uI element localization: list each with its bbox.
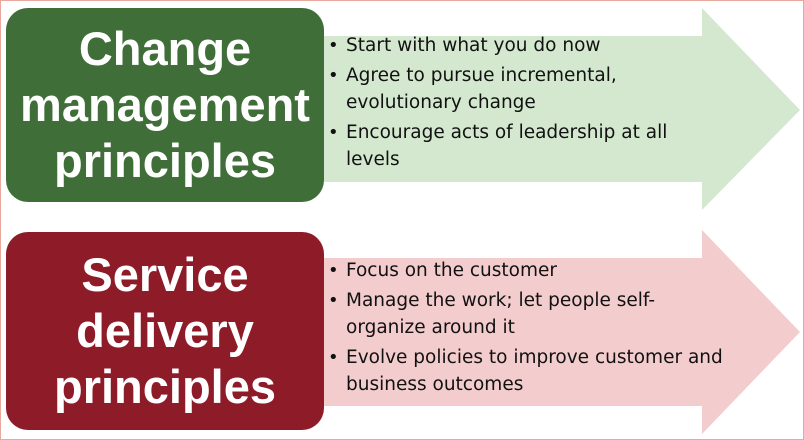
title-line: principles: [53, 134, 276, 187]
service-delivery-title-box: Service delivery principles: [6, 232, 324, 430]
bullet-item: Focus on the customer: [328, 257, 723, 284]
bullet-item: Manage the work; let people self-organiz…: [328, 287, 723, 341]
bullet-item: Start with what you do now: [328, 32, 718, 59]
title-line: Service: [81, 248, 249, 301]
bullet-item: Agree to pursue incremental, evolutionar…: [328, 62, 718, 116]
bullet-item: Encourage acts of leadership at all leve…: [328, 119, 718, 173]
change-management-title-box: Change management principles: [6, 8, 324, 202]
bullet-item: Evolve policies to improve customer and …: [328, 344, 723, 398]
title-line: delivery: [76, 304, 254, 357]
service-delivery-bullet-list: Focus on the customer Manage the work; l…: [328, 257, 723, 401]
title-line: management: [20, 78, 310, 131]
title-line: Change: [78, 22, 252, 75]
change-management-bullet-list: Start with what you do now Agree to purs…: [328, 32, 718, 176]
title-line: principles: [53, 360, 276, 413]
